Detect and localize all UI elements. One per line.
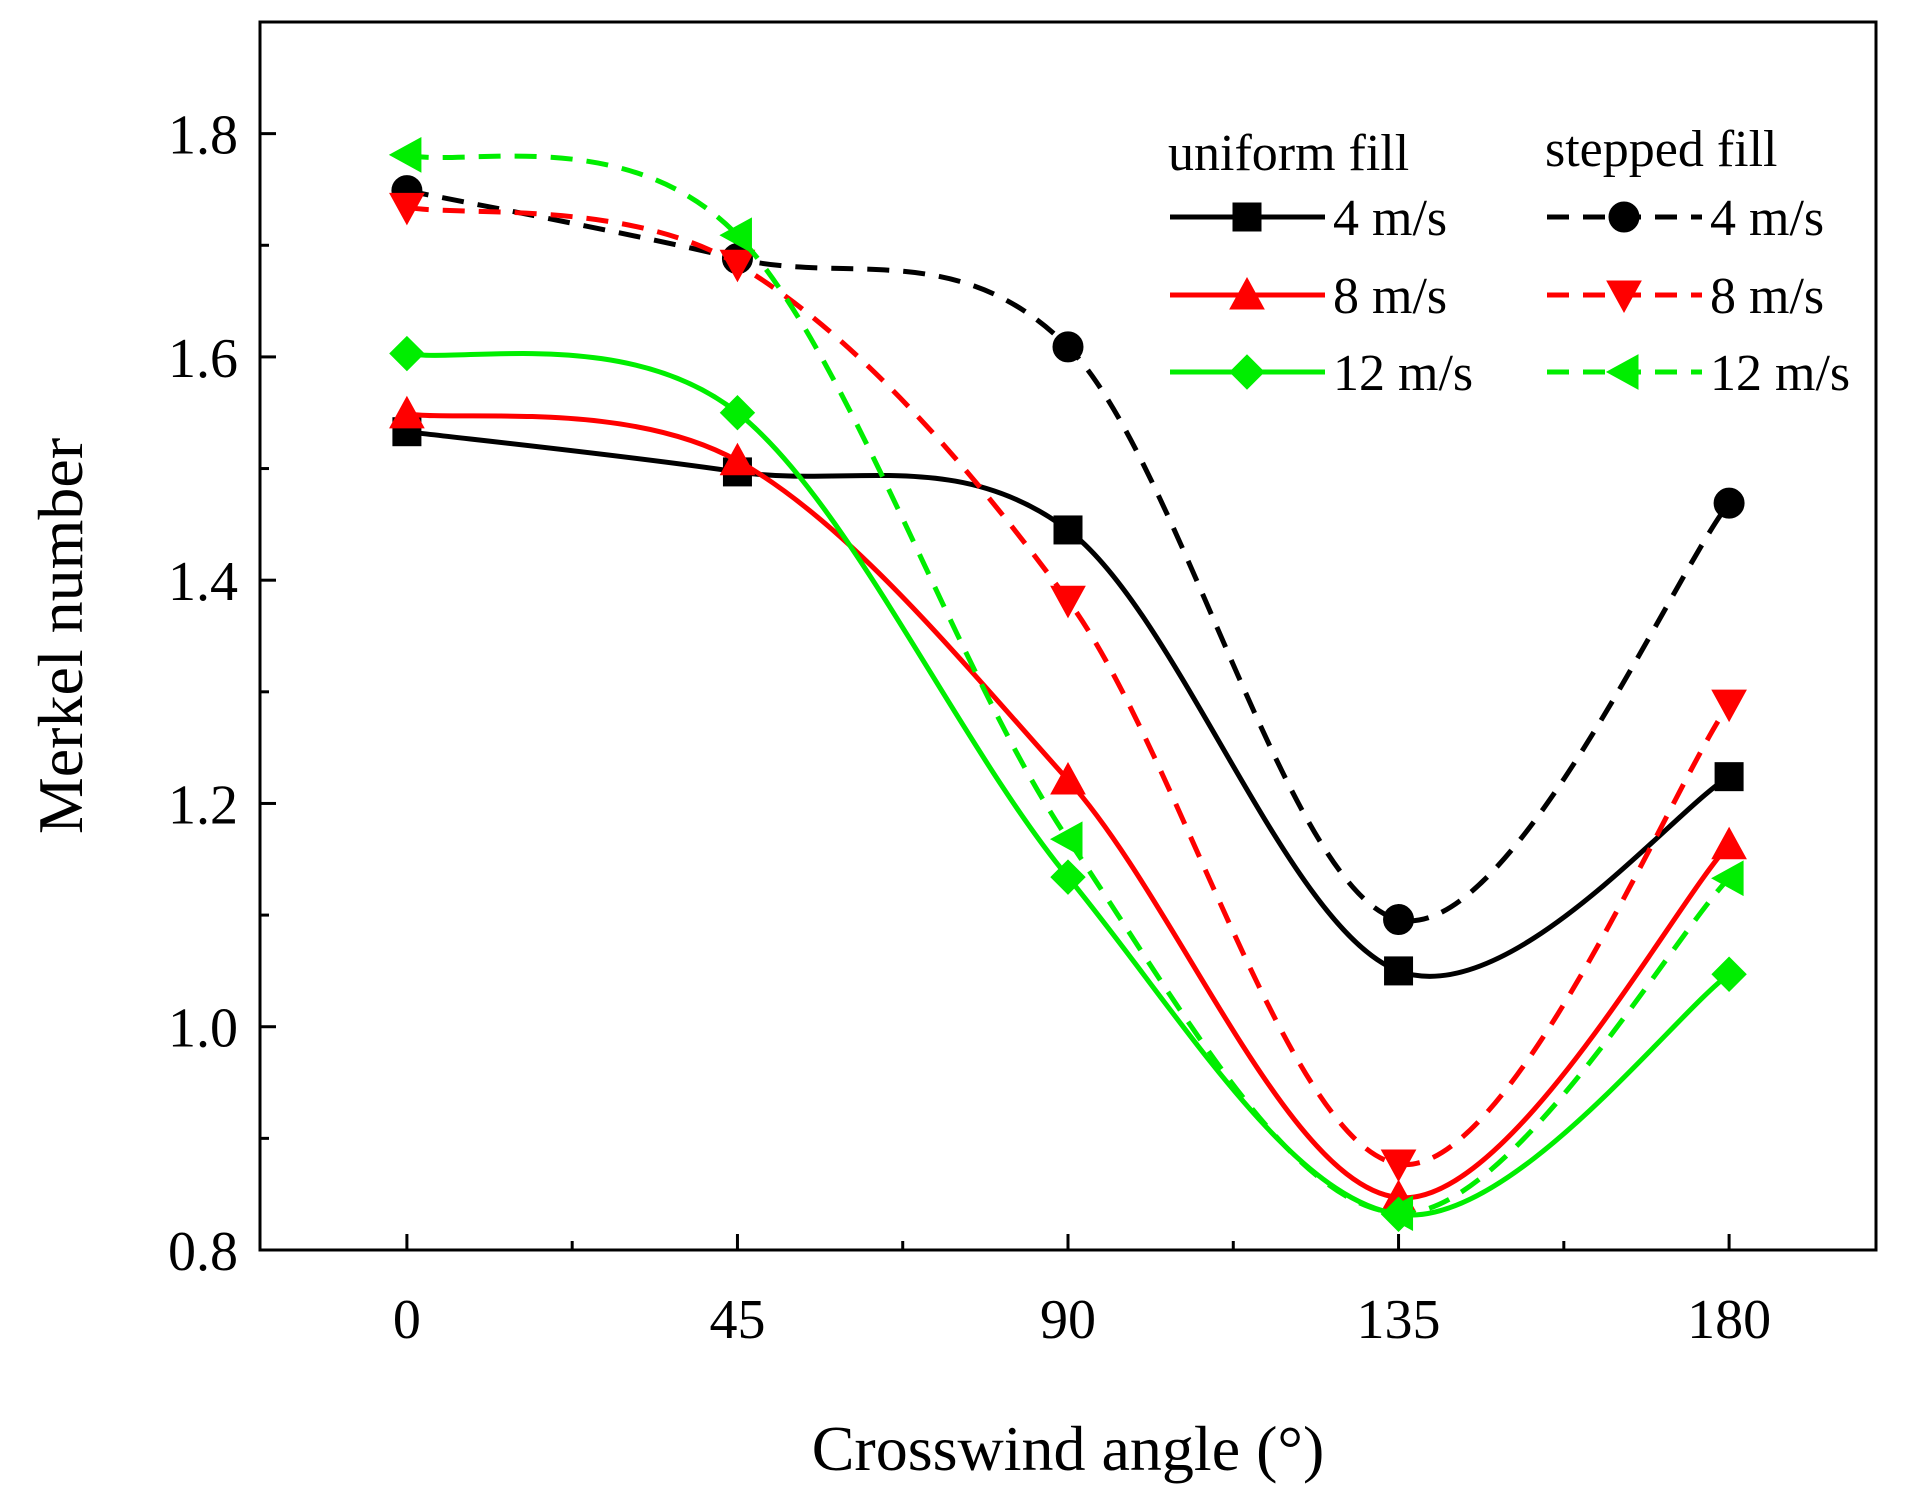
data-point — [1711, 689, 1747, 723]
data-point — [389, 192, 425, 226]
data-point — [1711, 826, 1747, 860]
data-point — [389, 395, 425, 429]
legend-entry: 12 m/s — [1170, 345, 1473, 402]
legend-label: 12 m/s — [1333, 345, 1473, 402]
legend-entry: 8 m/s — [1547, 268, 1824, 325]
legend-entry: 12 m/s — [1547, 345, 1850, 402]
data-point — [1711, 860, 1744, 897]
series-line — [406, 188, 1732, 924]
data-point — [1050, 585, 1086, 619]
series-layer — [388, 137, 1747, 1232]
series-4 — [391, 175, 1745, 936]
x-tick-label: 180 — [1687, 1289, 1771, 1351]
legend-entry: 8 m/s — [1170, 268, 1447, 325]
legend-marker — [1229, 354, 1265, 390]
y-tick-label: 1.2 — [168, 774, 238, 836]
x-tick-label: 45 — [709, 1289, 765, 1351]
series-6 — [388, 137, 1744, 1232]
data-point — [1713, 487, 1745, 519]
legend-marker — [1605, 354, 1639, 390]
data-point — [389, 335, 425, 372]
y-tick-label: 1.8 — [168, 105, 238, 167]
y-tick-label: 1.4 — [168, 551, 238, 613]
data-point — [1050, 761, 1086, 795]
legend-label: 8 m/s — [1333, 268, 1447, 325]
legend: uniform fill stepped fill 4 m/s 8 m/s 12 m… — [1168, 121, 1850, 402]
legend-entry: 4 m/s — [1170, 190, 1447, 247]
legend-group-title-uniform: uniform fill — [1168, 125, 1409, 182]
x-tick-label: 0 — [393, 1289, 421, 1351]
series-5 — [389, 192, 1747, 1183]
data-point — [719, 217, 752, 254]
legend-label: 4 m/s — [1710, 190, 1824, 247]
y-tick-label: 1.6 — [168, 328, 238, 390]
data-point — [1383, 904, 1415, 936]
y-tick-label: 1.0 — [168, 998, 238, 1060]
legend-label: 12 m/s — [1710, 345, 1850, 402]
legend-group-title-stepped: stepped fill — [1545, 121, 1778, 178]
legend-marker — [1232, 202, 1262, 232]
legend-marker — [1608, 201, 1640, 233]
data-point — [1711, 956, 1747, 992]
data-point — [1049, 821, 1083, 858]
x-tick-label: 135 — [1357, 1289, 1441, 1351]
data-point — [1052, 331, 1084, 363]
data-point — [388, 137, 422, 173]
legend-label: 8 m/s — [1710, 268, 1824, 325]
y-axis-title: Merkel number — [25, 438, 96, 834]
series-line — [406, 204, 1732, 1167]
data-point — [1380, 1195, 1414, 1232]
data-point — [1380, 1149, 1417, 1183]
axis-ticks: 0 45 90 135 180 0.8 1.0 1.2 1.4 1.6 1.8 — [168, 105, 1771, 1351]
legend-marker — [1606, 280, 1642, 314]
series-line — [406, 411, 1731, 1201]
data-point — [1053, 515, 1083, 545]
data-point — [1384, 956, 1414, 986]
data-point — [1714, 762, 1744, 792]
series-line — [406, 429, 1731, 979]
legend-label: 4 m/s — [1333, 190, 1447, 247]
x-axis-title: Crosswind angle (°) — [812, 1413, 1325, 1484]
y-tick-label: 0.8 — [168, 1221, 238, 1283]
data-point — [719, 395, 756, 431]
legend-entry: 4 m/s — [1547, 190, 1824, 247]
series-line — [406, 152, 1731, 1216]
data-point — [719, 442, 756, 476]
legend-marker — [1229, 276, 1265, 310]
data-point — [1050, 859, 1086, 895]
data-point — [719, 249, 756, 283]
x-tick-label: 90 — [1040, 1289, 1096, 1351]
series-1 — [392, 417, 1744, 986]
